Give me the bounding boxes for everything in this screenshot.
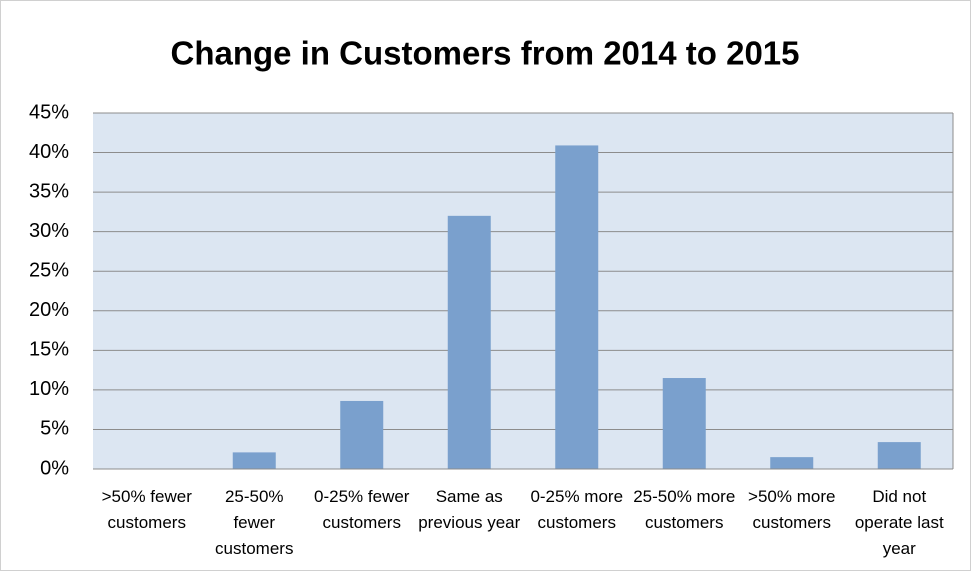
y-tick-label: 15% xyxy=(29,339,69,361)
y-tick-label: 25% xyxy=(29,260,69,282)
y-tick-label: 0% xyxy=(40,457,69,479)
x-tick-label: 0-25% more customers xyxy=(530,487,623,532)
bar xyxy=(770,457,814,469)
bar xyxy=(340,400,384,469)
bar xyxy=(447,215,491,469)
y-tick-label: 40% xyxy=(29,141,69,163)
bar xyxy=(877,442,921,469)
bar xyxy=(662,378,706,469)
y-tick-label: 45% xyxy=(29,101,69,123)
x-tick-label: Did not operate last year xyxy=(855,487,944,558)
plot-area xyxy=(93,113,953,469)
bar xyxy=(232,452,276,469)
y-tick-label: 30% xyxy=(29,220,69,242)
bar xyxy=(555,145,599,470)
chart-title: Change in Customers from 2014 to 2015 xyxy=(170,35,799,72)
x-tick-label: >50% fewer customers xyxy=(102,487,193,532)
x-tick-label: Same as previous year xyxy=(418,487,520,532)
y-tick-label: 35% xyxy=(29,180,69,202)
y-tick-label: 5% xyxy=(40,418,69,440)
x-tick-label: 25-50% fewer customers xyxy=(215,487,293,558)
y-tick-label: 20% xyxy=(29,299,69,321)
x-tick-label: 0-25% fewer customers xyxy=(314,487,410,532)
x-tick-label: 25-50% more customers xyxy=(633,487,735,532)
x-tick-label: >50% more customers xyxy=(748,487,835,532)
y-tick-label: 10% xyxy=(29,378,69,400)
